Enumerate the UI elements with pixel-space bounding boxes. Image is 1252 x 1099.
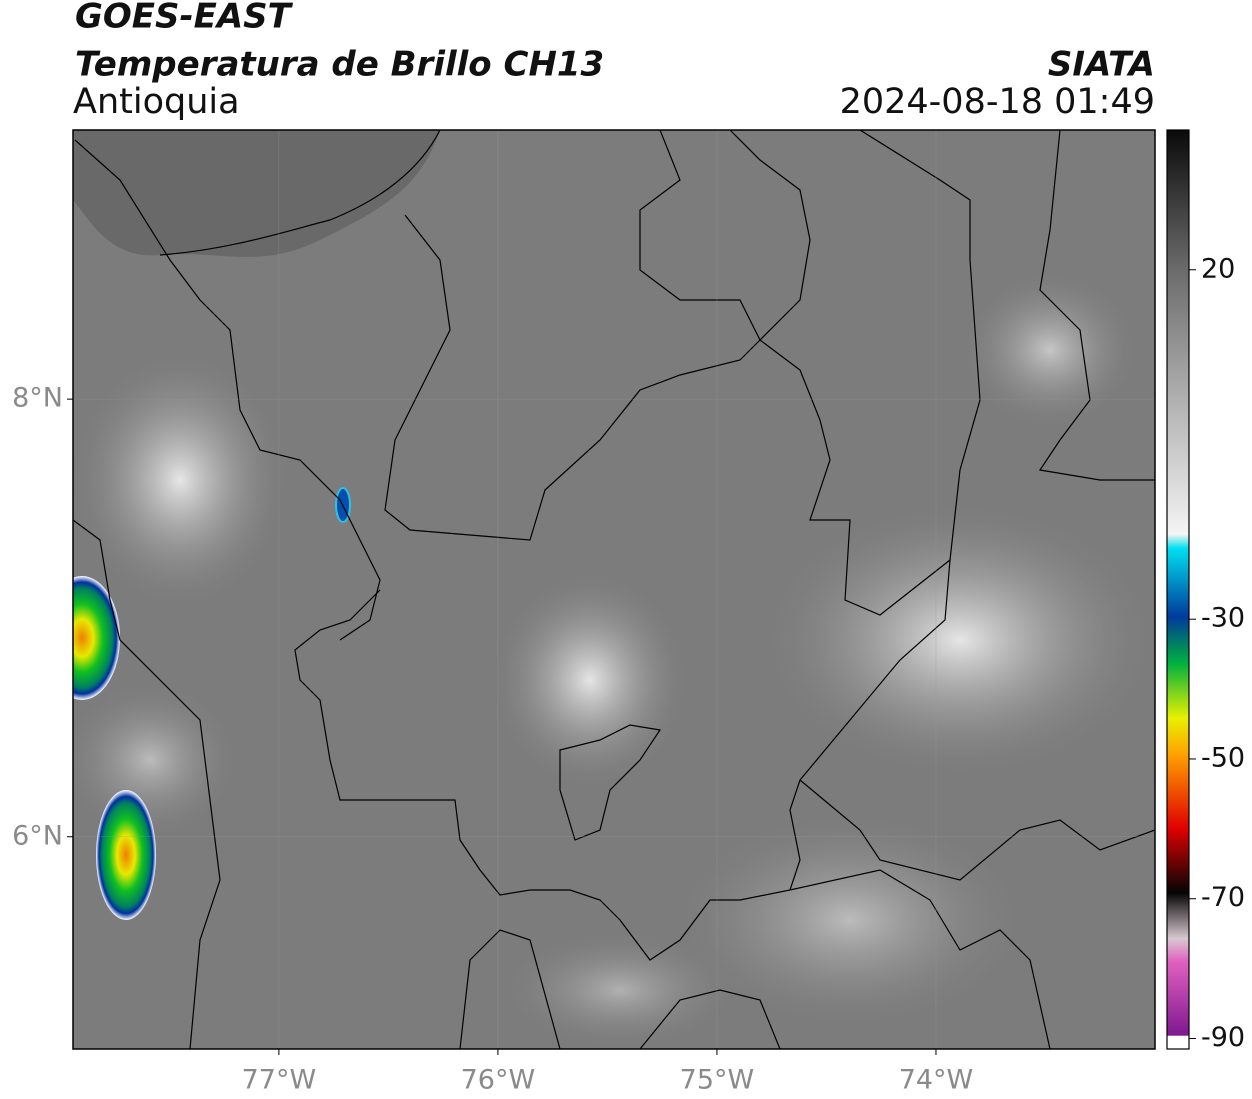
border [789, 869, 1051, 1049]
source: SIATA [1048, 45, 1155, 85]
colorbar-label: -50 [1201, 742, 1245, 773]
cloud [500, 930, 740, 1049]
border [459, 929, 561, 1049]
colorbar-label: -90 [1201, 1022, 1245, 1053]
border [859, 130, 981, 561]
border [1038, 130, 1155, 481]
colorbar [1166, 129, 1190, 1050]
border [639, 130, 811, 342]
x-tick-label: 74°W [899, 1065, 974, 1096]
y-tick-label: 6°N [12, 820, 63, 851]
title: GOES-EAST [75, 0, 294, 37]
subtitle: Temperatura de Brillo CH13 [75, 45, 604, 85]
border [639, 989, 781, 1049]
timestamp: 2024-08-18 01:49 [840, 82, 1155, 122]
coastline [159, 130, 441, 256]
x-tick-label: 75°W [680, 1065, 755, 1096]
convective-cell [96, 790, 156, 920]
colorbar-label: 20 [1201, 253, 1235, 284]
border [799, 779, 1155, 881]
cloud [490, 570, 690, 790]
cloud [760, 500, 1155, 780]
convective-cell [73, 576, 120, 700]
cloud [670, 810, 1030, 1030]
colorbar-label: -30 [1201, 603, 1245, 634]
border [559, 724, 662, 841]
map-frame [72, 129, 1156, 1050]
colorbar-label: -70 [1201, 882, 1245, 913]
cloud [960, 270, 1140, 430]
sea-area [73, 130, 440, 257]
cloud [73, 350, 290, 610]
y-tick-label: 8°N [12, 383, 63, 414]
region: Antioquia [73, 82, 240, 122]
satellite-map [73, 130, 1155, 1049]
x-tick-label: 77°W [242, 1065, 317, 1096]
coastline [74, 139, 381, 641]
graticule [73, 130, 1155, 1049]
border [73, 519, 221, 1049]
x-tick-label: 76°W [461, 1065, 536, 1096]
